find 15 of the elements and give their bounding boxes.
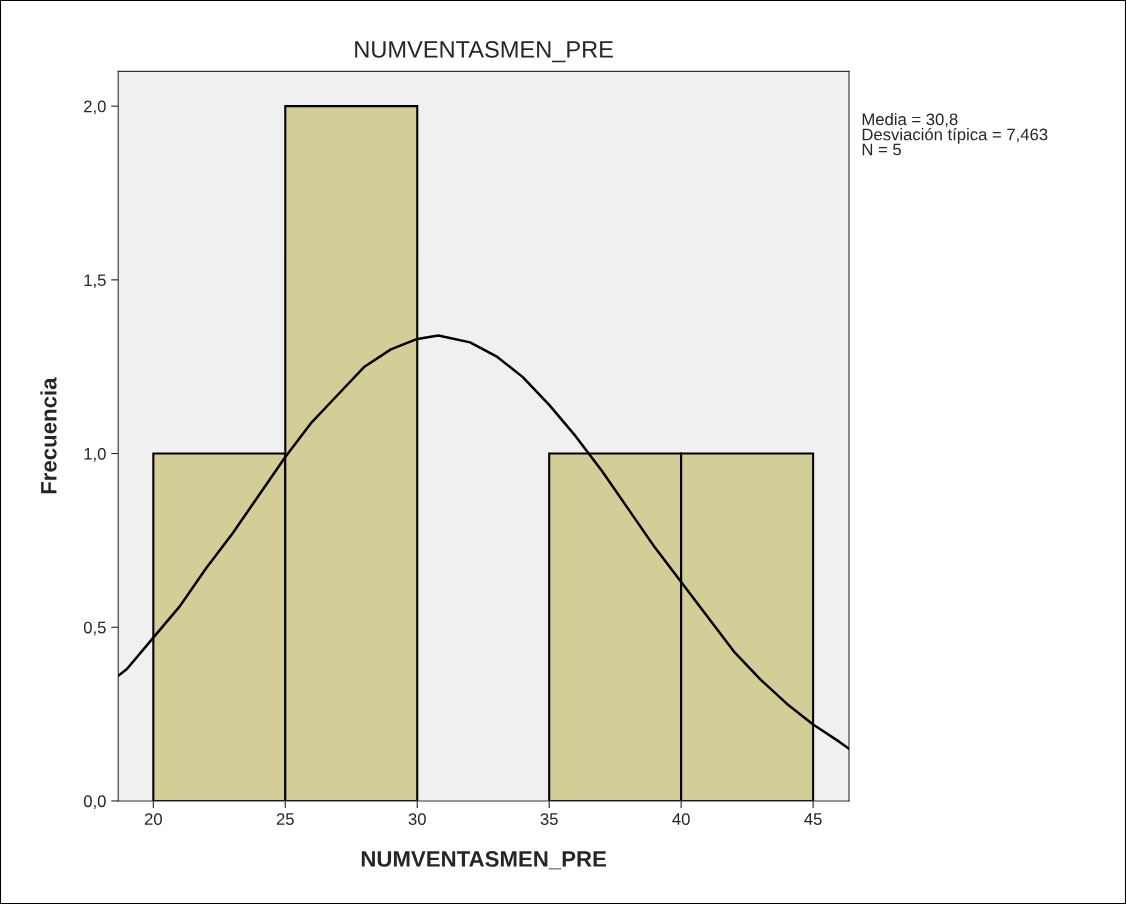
x-axis-title: NUMVENTASMEN_PRE [361,851,607,870]
y-axis-title: Frecuencia [40,377,57,494]
x-tick-label: 30 [408,813,426,825]
y-tick-label: 0,5 [83,621,106,636]
text: Media = 30,8 Desviación típica = 7,463 N = 5 [862,113,1048,156]
x-tick-label: 20 [144,813,162,825]
y-tick-label: 1,0 [84,447,106,462]
x-tick-label: 35 [540,813,558,825]
x-tick-label: 25 [276,813,294,825]
x-tick-label: 45 [804,813,822,825]
chart-title: NUMVENTASMEN_PRE [355,41,613,63]
y-tick-label: 2,0 [84,100,106,115]
x-tick-label: 40 [672,813,690,825]
y-tick-label: 0,0 [83,795,106,810]
y-tick-label: 1,5 [84,274,106,289]
